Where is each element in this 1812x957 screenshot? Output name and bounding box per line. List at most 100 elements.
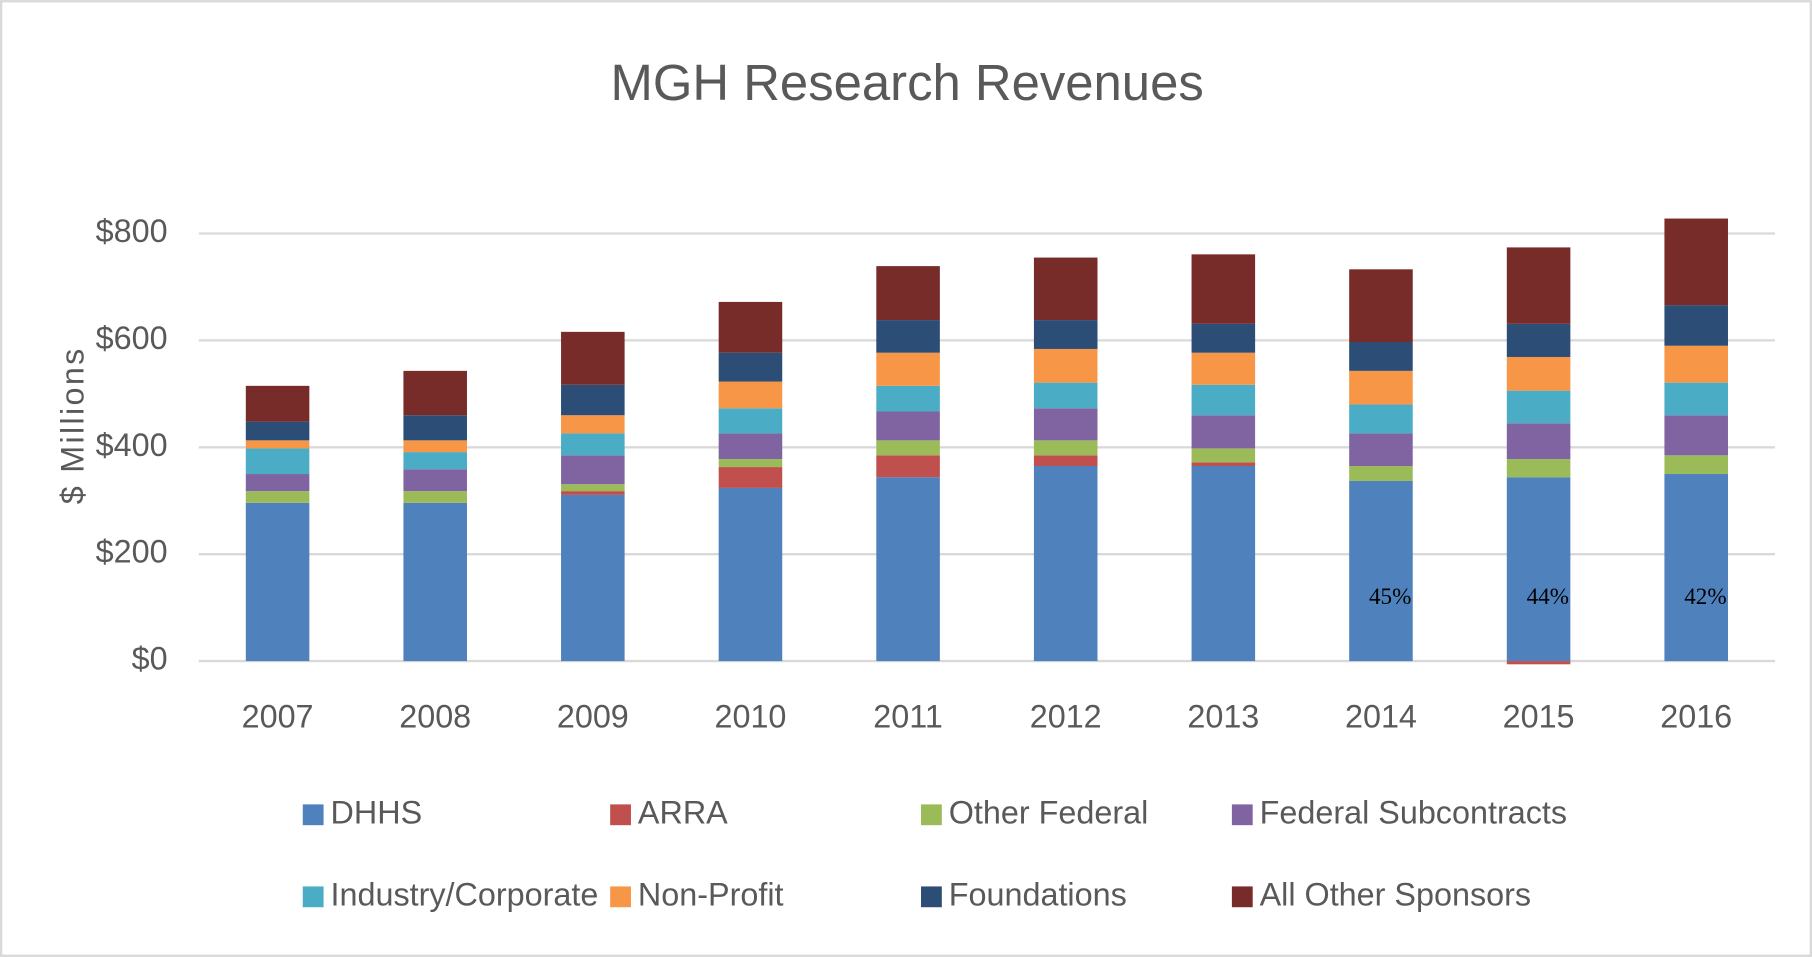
annotation: 44% (1527, 583, 1569, 609)
legend-swatch (610, 886, 631, 908)
bar-segment (1349, 480, 1413, 662)
legend-label: DHHS (331, 794, 423, 830)
legend-label: Non-Profit (638, 876, 784, 912)
bar-segment (1191, 384, 1256, 416)
bar-segment (1506, 323, 1571, 357)
annotation: 45% (1369, 583, 1411, 609)
bar-segment (245, 385, 310, 422)
bar-segment (403, 415, 467, 441)
legend-label: All Other Sponsors (1260, 876, 1531, 912)
bar-segment (403, 440, 467, 453)
bar-segment (718, 408, 783, 434)
legend-label: Other Federal (949, 794, 1149, 830)
legend-swatch (302, 804, 324, 826)
bar-segment (561, 494, 625, 662)
bar-segment (403, 491, 467, 503)
bar-segment (245, 448, 310, 475)
bar-segment (561, 415, 625, 434)
bar-segment (1349, 342, 1413, 371)
bar-segment (1664, 415, 1728, 456)
bar-segment (1506, 423, 1571, 460)
legend-label: ARRA (638, 794, 728, 830)
bar-segment (1033, 455, 1098, 467)
bar-segment (245, 474, 310, 492)
legend-swatch (1231, 886, 1253, 908)
bar-segment (1033, 440, 1098, 456)
bar-segment (245, 440, 310, 449)
y-tick-label: $600 (96, 320, 168, 356)
bar-segment (245, 502, 310, 662)
bar-segment (1506, 459, 1571, 478)
bar-segment (876, 385, 940, 412)
legend-label: Industry/Corporate (331, 876, 599, 912)
bar-segment (1033, 257, 1098, 321)
bar-segment (1506, 661, 1571, 665)
bar-segment (245, 421, 310, 441)
bar-segment (718, 467, 783, 488)
x-tick-label: 2014 (1345, 698, 1417, 734)
bar-segment (876, 266, 940, 321)
x-tick-label: 2008 (399, 698, 471, 734)
bar-segment (1664, 305, 1728, 346)
bar-segment (245, 491, 310, 503)
bar-segment (718, 301, 783, 353)
bar-segment (876, 477, 940, 662)
bar-segment (718, 352, 783, 382)
bar-segment (561, 484, 625, 492)
bar-segment (561, 433, 625, 456)
legend-swatch (610, 804, 631, 826)
y-tick-label: $400 (96, 427, 168, 463)
bar-segment (876, 411, 940, 441)
bar-segment (1033, 348, 1098, 383)
legend-swatch (1231, 804, 1253, 826)
bar-segment (718, 459, 783, 468)
x-tick-label: 2016 (1660, 698, 1732, 734)
bar-segment (1349, 433, 1413, 467)
bar-segment (876, 440, 940, 456)
bar-segment (1033, 466, 1098, 662)
bar-segment (1349, 466, 1413, 481)
bar-segment (403, 452, 467, 470)
y-axis-label: $ Millions (55, 346, 91, 504)
legend-label: Foundations (949, 876, 1127, 912)
bar-segment (876, 352, 940, 386)
x-tick-label: 2007 (242, 698, 314, 734)
bar-segment (1033, 320, 1098, 349)
bar-segment (1506, 356, 1571, 391)
bar-segment (1033, 382, 1098, 409)
bar-segment (1191, 254, 1256, 324)
bar-segment (1191, 352, 1256, 385)
y-tick-label: $800 (96, 213, 168, 249)
bar-segment (1349, 269, 1413, 343)
bar-segment (1506, 477, 1571, 662)
legend-swatch (921, 886, 942, 908)
bar-segment (561, 331, 625, 385)
legend-swatch (302, 886, 324, 908)
x-tick-label: 2010 (714, 698, 786, 734)
bar-segment (1191, 448, 1256, 463)
bar-segment (403, 502, 467, 662)
x-tick-label: 2012 (1030, 698, 1102, 734)
bar-segment (1664, 345, 1728, 383)
bar-segment (1664, 474, 1728, 662)
bar-segment (403, 469, 467, 492)
bar-segment (1033, 408, 1098, 441)
x-tick-label: 2015 (1503, 698, 1575, 734)
bar-segment (718, 381, 783, 409)
bar-segment (718, 433, 783, 460)
x-tick-label: 2009 (557, 698, 629, 734)
bar-segment (1191, 462, 1256, 467)
bar-segment (1191, 323, 1256, 353)
bar-segment (561, 384, 625, 416)
x-tick-label: 2013 (1187, 698, 1259, 734)
bar-segment (1664, 382, 1728, 416)
y-tick-label: $200 (96, 534, 168, 570)
annotation: 42% (1684, 583, 1726, 609)
bar-segment (1349, 370, 1413, 405)
bar-segment (561, 455, 625, 485)
x-tick-label: 2011 (873, 698, 943, 734)
bar-segment (876, 455, 940, 478)
legend-label: Federal Subcontracts (1260, 794, 1567, 830)
bar-segment (1506, 247, 1571, 324)
